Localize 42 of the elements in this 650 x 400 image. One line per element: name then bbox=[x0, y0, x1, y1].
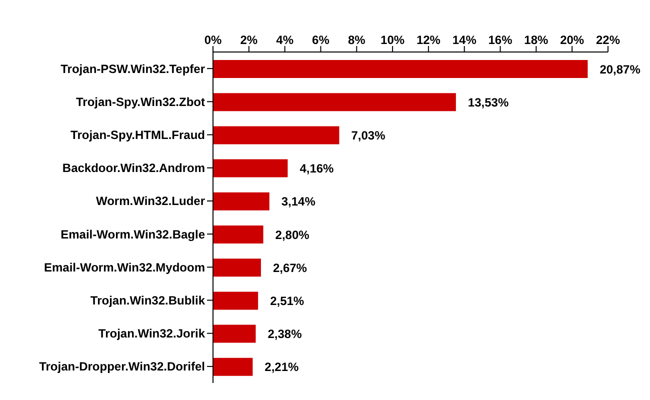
data-label: 2,38% bbox=[268, 327, 302, 342]
bar bbox=[213, 192, 270, 210]
bar bbox=[213, 126, 340, 144]
data-label: 2,51% bbox=[270, 294, 304, 308]
y-tick-label: Email-Worm.Win32.Mydoom bbox=[44, 260, 205, 274]
data-label: 2,67% bbox=[272, 260, 308, 275]
x-tick-label: 18% bbox=[524, 33, 549, 47]
x-tick-label: 16% bbox=[488, 33, 513, 47]
y-tick-label: Trojan.Win32.Bublik bbox=[90, 294, 206, 308]
y-tick-label: Trojan-Dropper.Win32.Dorifel bbox=[39, 360, 205, 374]
x-tick-label: 12% bbox=[416, 33, 441, 47]
y-tick-label: Backdoor.Win32.Androm bbox=[62, 161, 205, 176]
x-tick-label: 4% bbox=[276, 33, 294, 47]
bar bbox=[213, 226, 264, 244]
data-label: 13,53% bbox=[468, 95, 509, 110]
x-tick-label: 14% bbox=[452, 33, 477, 47]
x-tick-label: 20% bbox=[560, 33, 584, 47]
x-tick-label: 2% bbox=[240, 33, 258, 47]
data-label: 20,87% bbox=[600, 62, 641, 76]
x-tick-label: 22% bbox=[596, 33, 620, 47]
x-tick-label: 10% bbox=[380, 33, 405, 47]
bar bbox=[213, 93, 456, 112]
bar bbox=[213, 159, 288, 178]
bar bbox=[213, 292, 258, 310]
y-tick-label: Trojan-PSW.Win32.Tepfer bbox=[60, 62, 206, 76]
data-label: 3,14% bbox=[281, 194, 316, 209]
data-label: 4,16% bbox=[300, 162, 334, 176]
x-tick-label: 8% bbox=[348, 33, 366, 47]
bar bbox=[213, 358, 253, 376]
x-tick-label: 6% bbox=[312, 33, 330, 47]
data-label: 2,21% bbox=[264, 360, 300, 374]
y-tick-label: Trojan-Spy.HTML.Fraud bbox=[70, 128, 205, 142]
bar bbox=[213, 60, 588, 78]
y-tick-label: Trojan.Win32.Jorik bbox=[98, 326, 206, 341]
bar bbox=[213, 258, 261, 277]
y-tick-label: Trojan-Spy.Win32.Zbot bbox=[76, 94, 205, 109]
data-label: 7,03% bbox=[351, 128, 386, 142]
y-tick-label: Worm.Win32.Luder bbox=[96, 194, 206, 208]
data-label: 2,80% bbox=[275, 228, 310, 242]
bar bbox=[213, 324, 256, 343]
y-tick-label: Email-Worm.Win32.Bagle bbox=[60, 227, 206, 242]
x-tick-label: 0% bbox=[204, 33, 222, 47]
